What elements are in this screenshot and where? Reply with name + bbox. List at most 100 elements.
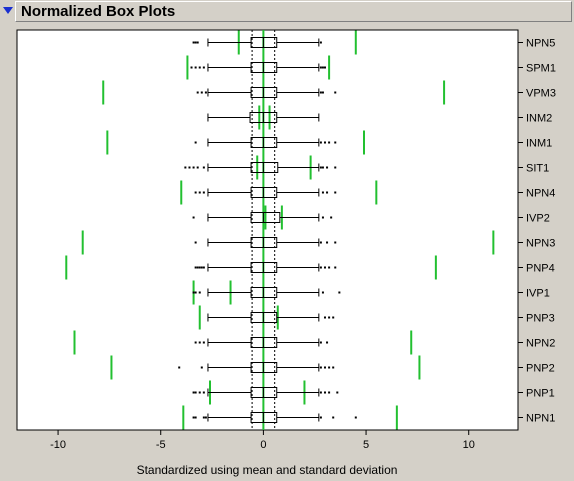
outlier-point — [202, 266, 205, 269]
outlier-point — [319, 91, 322, 94]
outlier-point — [194, 41, 197, 44]
category-label-ivp2: IVP2 — [526, 213, 550, 225]
outlier-point — [328, 141, 331, 144]
outlier-point — [326, 341, 329, 344]
outlier-point — [334, 166, 337, 169]
outlier-point — [334, 91, 337, 94]
panel-title-box[interactable]: Normalized Box Plots — [15, 1, 572, 22]
outlier-point — [326, 241, 329, 244]
iqr-box — [250, 137, 278, 148]
outlier-point — [194, 341, 197, 344]
outlier-point — [354, 416, 357, 419]
outlier-point — [321, 291, 324, 294]
outlier-point — [202, 416, 205, 419]
disclosure-triangle-icon[interactable] — [2, 6, 14, 16]
x-tick-label: -10 — [50, 439, 66, 451]
box-pnp1 — [192, 387, 339, 398]
iqr-box — [250, 362, 278, 373]
iqr-box — [250, 412, 278, 423]
outlier-point — [321, 166, 324, 169]
outlier-point — [334, 241, 337, 244]
outlier-point — [328, 391, 331, 394]
box-inm2 — [207, 112, 320, 123]
outlier-point — [328, 366, 331, 369]
box-pnp3 — [207, 312, 335, 323]
outlier-point — [194, 266, 197, 269]
panel-title: Normalized Box Plots — [21, 3, 176, 20]
outlier-point — [198, 191, 201, 194]
box-pnp2 — [178, 362, 335, 373]
iqr-box — [250, 237, 278, 248]
outlier-point — [328, 316, 331, 319]
outlier-point — [192, 291, 195, 294]
x-tick-label: 10 — [463, 439, 475, 451]
outlier-point — [194, 391, 197, 394]
outlier-point — [198, 266, 201, 269]
outlier-point — [196, 41, 199, 44]
category-label-pnp4: PNP4 — [526, 263, 555, 275]
outlier-point — [202, 191, 205, 194]
outlier-point — [319, 391, 322, 394]
outlier-point — [192, 41, 195, 44]
outlier-point — [194, 291, 197, 294]
x-tick-label: 0 — [260, 439, 266, 451]
outlier-point — [332, 366, 335, 369]
category-label-npn1: NPN1 — [526, 413, 555, 425]
panel-header: Normalized Box Plots — [0, 0, 574, 24]
box-npn4 — [194, 187, 337, 198]
outlier-point — [196, 166, 199, 169]
outlier-point — [332, 316, 335, 319]
outlier-point — [321, 91, 324, 94]
outlier-point — [194, 141, 197, 144]
category-label-ivp1: IVP1 — [526, 288, 550, 300]
outlier-point — [198, 391, 201, 394]
box-pnp4 — [194, 262, 337, 273]
plot-frame — [16, 29, 519, 431]
outlier-point — [178, 366, 181, 369]
iqr-box — [250, 337, 278, 348]
outlier-point — [192, 391, 195, 394]
outlier-point — [200, 266, 203, 269]
outlier-point — [323, 266, 326, 269]
box-ivp1 — [192, 287, 341, 298]
outlier-point — [323, 66, 326, 69]
category-label-inm2: INM2 — [526, 113, 552, 125]
box-vpm3 — [196, 87, 337, 98]
box-npn1 — [192, 412, 357, 423]
box-npn3 — [194, 237, 337, 248]
outlier-point — [334, 191, 337, 194]
outlier-point — [334, 141, 337, 144]
outlier-point — [184, 166, 187, 169]
x-tick-label: -5 — [156, 439, 166, 451]
outlier-point — [188, 166, 191, 169]
outlier-point — [196, 91, 199, 94]
outlier-point — [319, 66, 322, 69]
category-label-npn5: NPN5 — [526, 38, 555, 50]
x-tick-label: 5 — [363, 439, 369, 451]
outlier-point — [204, 416, 207, 419]
outlier-point — [194, 66, 197, 69]
outlier-point — [330, 216, 333, 219]
iqr-box — [250, 312, 278, 323]
box-npn2 — [194, 337, 329, 348]
outlier-point — [328, 266, 331, 269]
iqr-box — [250, 387, 278, 398]
box-plots — [178, 37, 357, 423]
outlier-point — [202, 391, 205, 394]
outlier-point — [323, 391, 326, 394]
outlier-point — [202, 166, 205, 169]
box-spm1 — [190, 62, 326, 73]
outlier-point — [326, 191, 329, 194]
outlier-point — [319, 241, 322, 244]
outlier-point — [198, 341, 201, 344]
outlier-point — [323, 316, 326, 319]
outlier-point — [319, 166, 322, 169]
box-plot-chart: NPN5 SPM1 VPM3 INM2 INM1 SIT1 NPN4 IVP2 NPN3 PNP4… — [16, 29, 556, 477]
iqr-box — [250, 262, 278, 273]
outlier-point — [192, 216, 195, 219]
outlier-point — [198, 66, 201, 69]
outlier-point — [202, 66, 205, 69]
outlier-point — [196, 266, 199, 269]
iqr-box — [250, 87, 278, 98]
category-label-inm1: INM1 — [526, 138, 552, 150]
